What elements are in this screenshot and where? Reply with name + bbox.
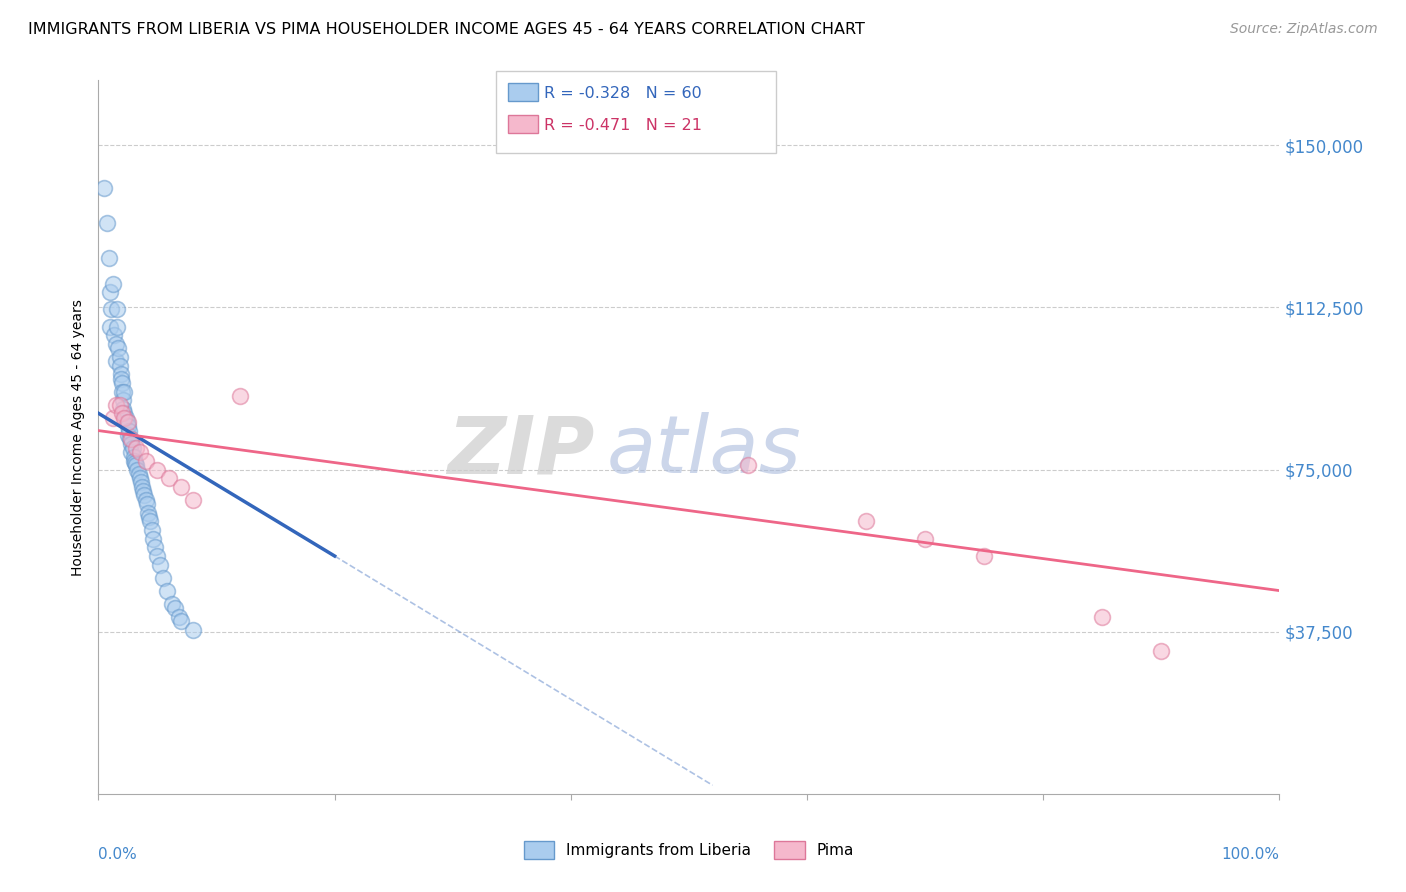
- Point: [107, 342, 129, 356]
- Text: IMMIGRANTS FROM LIBERIA VS PIMA HOUSEHOLDER INCOME AGES 45 - 64 YEARS CORRELATIO: IMMIGRANTS FROM LIBERIA VS PIMA HOUSEHOL…: [28, 22, 865, 37]
- Point: [103, 328, 125, 343]
- Point: [152, 571, 174, 585]
- Point: [98, 251, 121, 265]
- Point: [108, 398, 131, 412]
- Point: [132, 484, 155, 499]
- Point: [165, 601, 187, 615]
- Point: [157, 471, 180, 485]
- Point: [112, 410, 135, 425]
- Point: [122, 454, 145, 468]
- Point: [855, 515, 877, 529]
- Point: [115, 415, 138, 429]
- Point: [156, 583, 179, 598]
- Point: [114, 410, 136, 425]
- Point: [93, 181, 115, 195]
- Text: Source: ZipAtlas.com: Source: ZipAtlas.com: [1230, 22, 1378, 37]
- Point: [111, 376, 134, 390]
- Legend: Immigrants from Liberia, Pima: Immigrants from Liberia, Pima: [517, 835, 860, 864]
- Point: [111, 384, 134, 399]
- Text: atlas: atlas: [606, 412, 801, 491]
- Point: [122, 450, 145, 464]
- Point: [112, 401, 135, 416]
- Point: [112, 393, 135, 408]
- Point: [127, 462, 149, 476]
- Point: [121, 436, 143, 450]
- Point: [101, 410, 124, 425]
- Point: [128, 471, 150, 485]
- Point: [105, 398, 128, 412]
- Point: [128, 445, 150, 459]
- Point: [121, 432, 143, 446]
- Point: [142, 532, 165, 546]
- Text: R = -0.471   N = 21: R = -0.471 N = 21: [544, 118, 702, 133]
- Point: [1091, 609, 1114, 624]
- Point: [105, 319, 128, 334]
- Point: [121, 445, 143, 459]
- Point: [160, 597, 183, 611]
- Point: [125, 458, 148, 473]
- Point: [138, 510, 160, 524]
- Point: [135, 454, 157, 468]
- Point: [98, 319, 121, 334]
- Point: [141, 523, 163, 537]
- Point: [181, 492, 204, 507]
- Point: [96, 216, 118, 230]
- Point: [111, 406, 134, 420]
- Point: [146, 462, 169, 476]
- Point: [117, 419, 139, 434]
- Point: [136, 506, 159, 520]
- Point: [101, 277, 124, 291]
- Point: [139, 515, 162, 529]
- Point: [108, 359, 131, 373]
- Point: [110, 368, 132, 382]
- Point: [112, 406, 135, 420]
- Point: [98, 285, 121, 300]
- Point: [131, 480, 153, 494]
- Point: [1150, 644, 1173, 658]
- Text: 0.0%: 0.0%: [98, 847, 138, 863]
- Point: [105, 302, 128, 317]
- Point: [229, 389, 252, 403]
- Point: [181, 623, 204, 637]
- Point: [135, 492, 157, 507]
- Point: [170, 480, 193, 494]
- Point: [914, 532, 936, 546]
- Point: [120, 432, 142, 446]
- Point: [973, 549, 995, 563]
- Point: [105, 354, 128, 368]
- Point: [737, 458, 759, 473]
- Point: [149, 558, 172, 572]
- Point: [135, 497, 157, 511]
- Point: [105, 337, 128, 351]
- Point: [128, 467, 150, 481]
- Point: [117, 428, 139, 442]
- Y-axis label: Householder Income Ages 45 - 64 years: Householder Income Ages 45 - 64 years: [72, 299, 86, 575]
- Point: [167, 609, 190, 624]
- Point: [112, 384, 135, 399]
- Point: [100, 302, 122, 317]
- Point: [121, 441, 143, 455]
- Point: [110, 372, 132, 386]
- Text: ZIP: ZIP: [447, 412, 595, 491]
- Point: [134, 488, 156, 502]
- Point: [117, 415, 139, 429]
- Point: [125, 441, 148, 455]
- Point: [146, 549, 169, 563]
- Text: 100.0%: 100.0%: [1222, 847, 1279, 863]
- Text: R = -0.328   N = 60: R = -0.328 N = 60: [544, 86, 702, 101]
- Point: [143, 541, 166, 555]
- Point: [118, 424, 141, 438]
- Point: [124, 456, 146, 470]
- Point: [129, 475, 152, 490]
- Point: [170, 614, 193, 628]
- Point: [108, 350, 131, 364]
